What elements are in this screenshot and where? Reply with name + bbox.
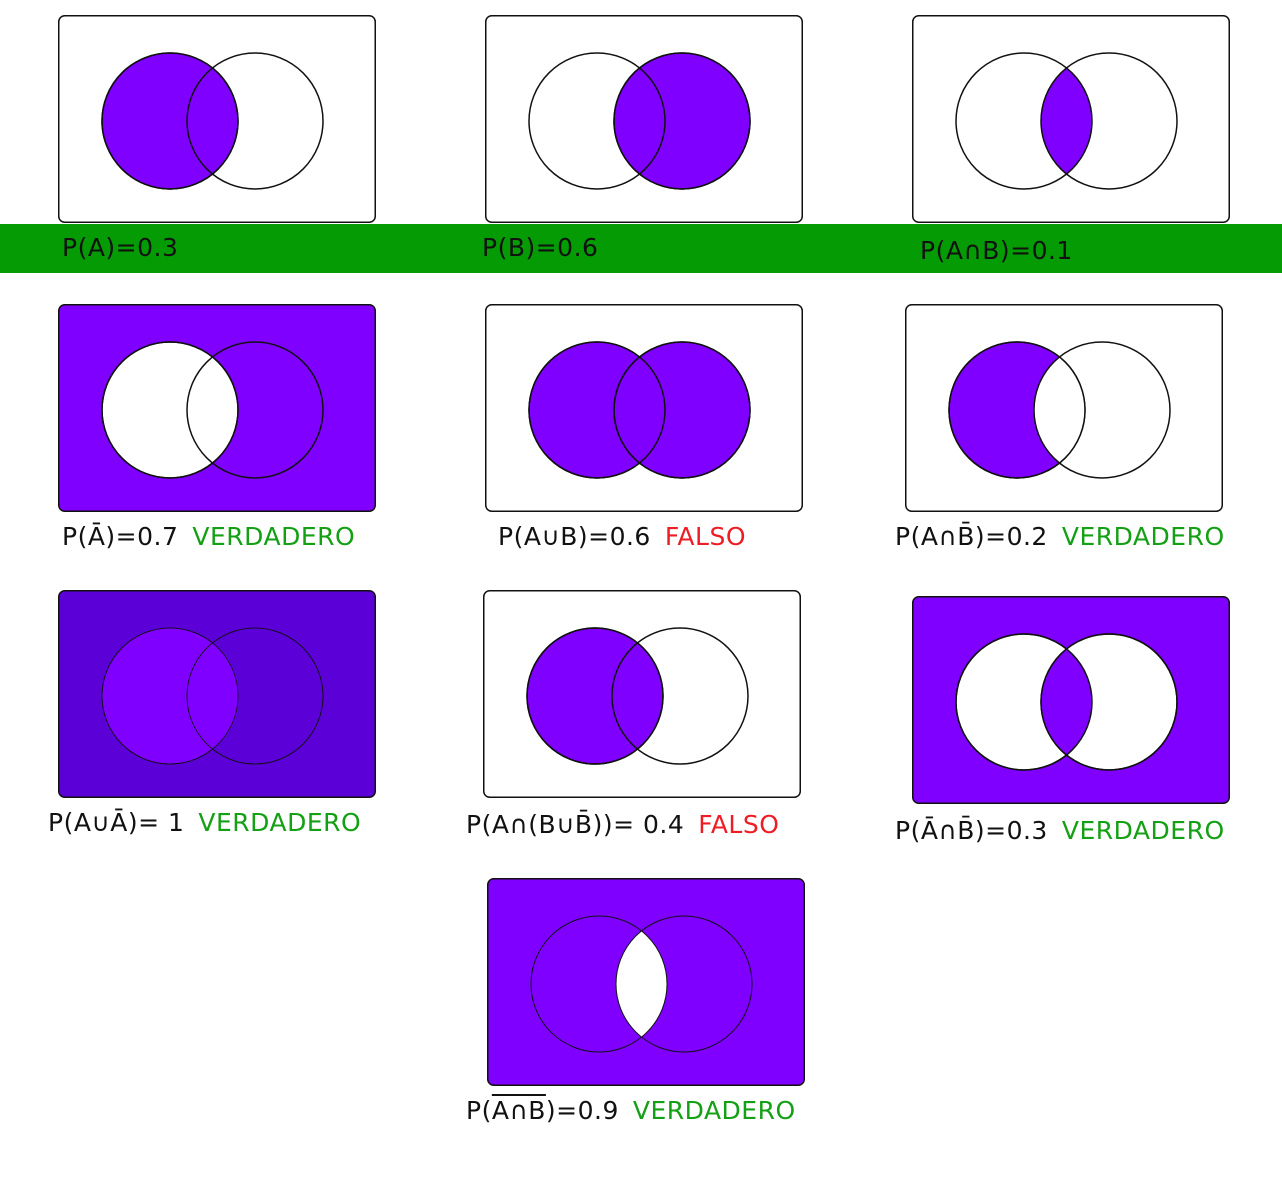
green-highlight-band xyxy=(0,224,1282,273)
venn-not-a-svg xyxy=(58,304,376,512)
circle-b-outline xyxy=(186,627,324,765)
circle-b-outline xyxy=(613,52,751,190)
probability-expression: P(A∩B)=0.9 xyxy=(466,1096,619,1125)
circle-b-outline xyxy=(1033,341,1171,479)
venn-not-a-and-b-complement-label: P(A∩B)=0.9 VERDADERO xyxy=(466,1096,796,1126)
venn-a-and-not-b-label: P(A∩B̄)=0.2 VERDADERO xyxy=(895,522,1225,552)
circle-b-outline xyxy=(186,52,324,190)
venn-a-or-not-a-label: P(A∪Ā)= 1 VERDADERO xyxy=(48,808,361,838)
venn-a-and-b-or-not-b-label: P(A∩(B∪B̄))= 0.4 FALSO xyxy=(466,810,779,840)
verdict-true: VERDADERO xyxy=(198,808,362,837)
probability-expression: P(A∪Ā)= 1 xyxy=(48,808,185,837)
circle-b-outline xyxy=(611,627,749,765)
intersection-shaded xyxy=(187,628,238,764)
venn-b-svg xyxy=(485,15,803,223)
venn-a-or-b-svg xyxy=(485,304,803,512)
venn-a-svg xyxy=(58,15,376,223)
probability-expression: P(B)=0.6 xyxy=(482,233,599,262)
venn-not-a-and-not-b-svg xyxy=(912,596,1230,804)
venn-a-and-b-panel xyxy=(912,15,1230,223)
expression-suffix: )=0.9 xyxy=(545,1096,619,1125)
probability-expression: P(A∩B̄)=0.2 xyxy=(895,522,1048,551)
circle-b-outline xyxy=(1040,52,1178,190)
venn-a-or-not-a-panel xyxy=(58,590,376,798)
venn-a-label: P(A)=0.3 xyxy=(62,233,178,263)
circle-a-outline xyxy=(528,52,666,190)
circle-a-outline xyxy=(101,341,239,479)
verdict-false: FALSO xyxy=(664,522,747,551)
probability-expression: P(A)=0.3 xyxy=(62,233,179,262)
circle-b-outline xyxy=(186,341,324,479)
venn-not-a-panel xyxy=(58,304,376,512)
probability-expression: P(A∩B)=0.1 xyxy=(920,236,1073,265)
verdict-true: VERDADERO xyxy=(1061,816,1225,845)
circle-a-outline xyxy=(530,915,668,1053)
venn-not-a-and-b-complement-svg xyxy=(487,878,805,1086)
circle-a-outline xyxy=(101,52,239,190)
intersection-shaded xyxy=(1041,53,1092,189)
expression-prefix: P( xyxy=(466,1096,492,1125)
probability-expression: P(Ā)=0.7 xyxy=(62,522,179,551)
venn-a-and-b-or-not-b-panel xyxy=(483,590,801,798)
verdict-true: VERDADERO xyxy=(192,522,356,551)
venn-not-a-and-not-b-panel xyxy=(912,596,1230,804)
venn-a-and-b-or-not-b-svg xyxy=(483,590,801,798)
venn-a-and-b-label: P(A∩B)=0.1 xyxy=(920,236,1073,266)
circle-a-outline xyxy=(526,627,664,765)
intersection-shaded xyxy=(1041,634,1092,770)
venn-a-or-b-panel xyxy=(485,304,803,512)
expression-overlined: A∩B xyxy=(491,1096,546,1125)
venn-b-panel xyxy=(485,15,803,223)
venn-a-panel xyxy=(58,15,376,223)
venn-a-and-b-svg xyxy=(912,15,1230,223)
venn-a-and-not-b-svg xyxy=(905,304,1223,512)
circle-b-outline xyxy=(1040,633,1178,771)
venn-not-a-and-not-b-label: P(Ā∩B̄)=0.3 VERDADERO xyxy=(895,816,1225,846)
circle-a-outline xyxy=(948,341,1086,479)
circle-a-outline xyxy=(955,52,1093,190)
probability-expression: P(A∪B)=0.6 xyxy=(498,522,651,551)
verdict-true: VERDADERO xyxy=(632,1096,796,1125)
circle-b-outline xyxy=(613,341,751,479)
venn-a-or-b-label: P(A∪B)=0.6 FALSO xyxy=(498,522,746,552)
intersection-unshaded xyxy=(616,916,667,1052)
probability-expression: P(Ā∩B̄)=0.3 xyxy=(895,816,1048,845)
verdict-false: FALSO xyxy=(698,810,780,839)
circle-a-outline xyxy=(101,627,239,765)
venn-b-label: P(B)=0.6 xyxy=(482,233,598,263)
circle-b-outline xyxy=(615,915,753,1053)
venn-a-or-not-a-svg xyxy=(58,590,376,798)
circle-a-outline xyxy=(955,633,1093,771)
probability-expression: P(A∩(B∪B̄))= 0.4 xyxy=(466,810,685,839)
verdict-true: VERDADERO xyxy=(1061,522,1225,551)
circle-a-outline xyxy=(528,341,666,479)
intersection-unshaded xyxy=(1034,342,1085,478)
venn-not-a-label: P(Ā)=0.7 VERDADERO xyxy=(62,522,355,552)
venn-a-and-not-b-panel xyxy=(905,304,1223,512)
venn-not-a-and-b-complement-panel xyxy=(487,878,805,1086)
